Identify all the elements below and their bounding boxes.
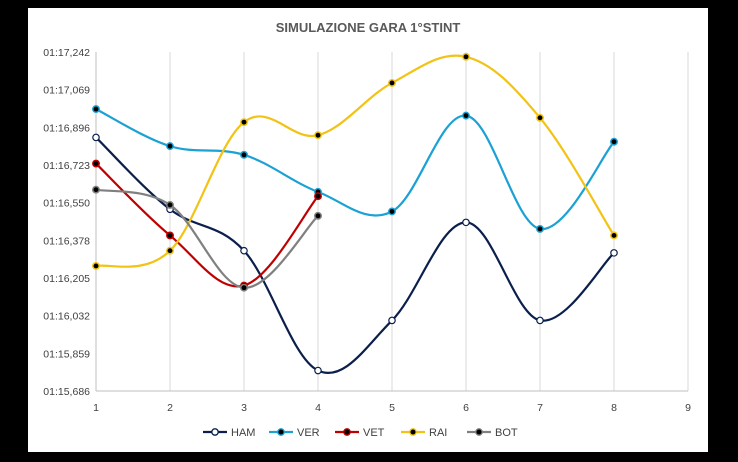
data-point-vet [314, 192, 322, 201]
data-point-rai [388, 78, 396, 87]
data-point-ham [388, 316, 396, 325]
data-point-ver [388, 207, 396, 216]
series-bot [92, 185, 322, 292]
data-point-ham [240, 246, 248, 255]
x-axis-ticks: 1 2 3 4 5 6 7 8 9 [93, 402, 691, 414]
x-tick-label: 9 [685, 402, 691, 414]
data-point-ham [462, 218, 470, 227]
series-line-ham [95, 136, 615, 374]
data-point-ham [536, 316, 544, 325]
data-point-rai [610, 231, 618, 240]
series-line-bot [95, 188, 319, 289]
data-point-rai [314, 131, 322, 140]
y-tick-label: 01:16,032 [43, 311, 90, 323]
y-tick-label: 01:17,242 [43, 47, 90, 59]
y-tick-label: 01:16,205 [43, 273, 90, 285]
data-point-bot [166, 200, 174, 209]
x-tick-label: 5 [389, 402, 395, 414]
x-tick-label: 6 [463, 402, 469, 414]
legend-item-vet: VET [335, 427, 385, 439]
data-point-rai [536, 113, 544, 122]
data-point-rai [240, 118, 248, 127]
data-point-ver [92, 105, 100, 114]
x-tick-label: 4 [315, 402, 321, 414]
legend-label-ver: VER [297, 427, 320, 439]
legend-marker-ver [277, 428, 285, 436]
x-tick-label: 8 [611, 402, 617, 414]
y-tick-label: 01:16,896 [43, 122, 90, 134]
chart-title: SIMULAZIONE GARA 1°STINT [276, 20, 461, 35]
y-tick-label: 01:16,550 [43, 198, 90, 210]
y-tick-label: 01:15,686 [43, 386, 90, 398]
data-point-rai [92, 261, 100, 270]
legend-marker-ham [211, 428, 219, 436]
data-point-vet [166, 231, 174, 240]
series-rai [92, 52, 618, 270]
legend-item-bot: BOT [467, 427, 518, 439]
series-vet [92, 159, 322, 290]
data-point-ver [166, 142, 174, 151]
data-point-rai [166, 246, 174, 255]
legend-label-vet: VET [363, 427, 385, 439]
data-point-ham [610, 249, 618, 257]
legend-marker-bot [475, 428, 483, 436]
legend-label-rai: RAI [429, 427, 447, 439]
y-tick-label: 01:16,723 [43, 160, 90, 172]
legend-marker-rai [409, 428, 417, 436]
x-tick-label: 2 [167, 402, 173, 414]
y-tick-label: 01:15,859 [43, 348, 90, 360]
data-point-ham [314, 366, 322, 375]
legend-item-ver: VER [269, 427, 320, 439]
data-point-ver [610, 137, 618, 146]
x-tick-label: 3 [241, 402, 247, 414]
data-point-ver [462, 111, 470, 120]
series-line-vet [95, 162, 319, 288]
data-point-ver [536, 224, 544, 233]
data-point-bot [92, 185, 100, 194]
legend-label-ham: HAM [231, 427, 255, 439]
legend-item-ham: HAM [203, 427, 255, 439]
legend-item-rai: RAI [401, 427, 447, 439]
data-point-rai [462, 52, 470, 61]
series-group [92, 52, 618, 375]
data-point-vet [92, 159, 100, 168]
legend: HAM VER VET RAI BOT [203, 427, 518, 439]
data-point-bot [240, 283, 248, 292]
x-tick-label: 7 [537, 402, 543, 414]
y-tick-label: 01:16,378 [43, 235, 90, 247]
y-tick-label: 01:17,069 [43, 85, 90, 97]
x-tick-label: 1 [93, 402, 99, 414]
legend-label-bot: BOT [495, 427, 518, 439]
legend-marker-vet [343, 428, 351, 436]
series-ver [92, 105, 618, 233]
grid [95, 52, 689, 392]
chart-area: SIMULAZIONE GARA 1°STINT 01:15,686 01:15,… [28, 8, 708, 452]
data-point-bot [314, 211, 322, 220]
data-point-ham [92, 133, 100, 142]
data-point-ver [240, 150, 248, 159]
y-axis-ticks: 01:15,686 01:15,859 01:16,032 01:16,205 01:1… [43, 47, 90, 398]
line-chart: SIMULAZIONE GARA 1°STINT 01:15,68601:15,… [43, 20, 691, 439]
